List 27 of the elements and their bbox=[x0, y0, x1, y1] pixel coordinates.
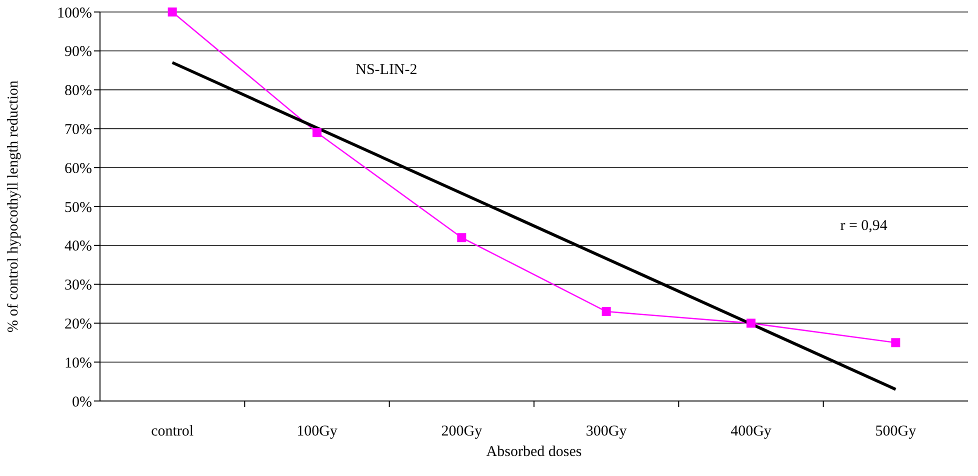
x-tick-label: 400Gy bbox=[730, 424, 772, 440]
y-tick-label: 90% bbox=[64, 44, 92, 60]
point bbox=[746, 318, 756, 328]
point bbox=[312, 128, 322, 138]
y-tick-label: 0% bbox=[72, 394, 92, 410]
y-tick-label: 60% bbox=[64, 160, 92, 177]
y-tick-label: 50% bbox=[64, 200, 92, 216]
point bbox=[891, 338, 900, 348]
x-tick-label: 200Gy bbox=[441, 424, 483, 440]
y-tick-label: 100% bbox=[57, 5, 92, 22]
y-tick-label: 80% bbox=[64, 83, 92, 100]
y-tick-label: 30% bbox=[64, 278, 92, 294]
x-tick-label: 500Gy bbox=[875, 424, 917, 440]
point bbox=[457, 233, 466, 242]
text: NS-LIN-2 bbox=[356, 62, 418, 78]
y-tick-label: 10% bbox=[64, 355, 92, 372]
annotation: r = 0,94 bbox=[840, 218, 888, 234]
y-axis-title: % of control hypocothyll length reduction bbox=[5, 80, 22, 333]
x-tick-label: 100Gy bbox=[296, 424, 338, 440]
y-tick-label: 70% bbox=[64, 122, 92, 138]
x-tick-label: control bbox=[151, 424, 194, 440]
point bbox=[602, 307, 611, 316]
x-axis-title: Absorbed doses bbox=[486, 444, 582, 460]
y-tick-label: 40% bbox=[64, 238, 92, 255]
x-tick-label: 300Gy bbox=[586, 424, 628, 440]
y-tick-label: 20% bbox=[64, 316, 92, 333]
point bbox=[168, 8, 177, 16]
